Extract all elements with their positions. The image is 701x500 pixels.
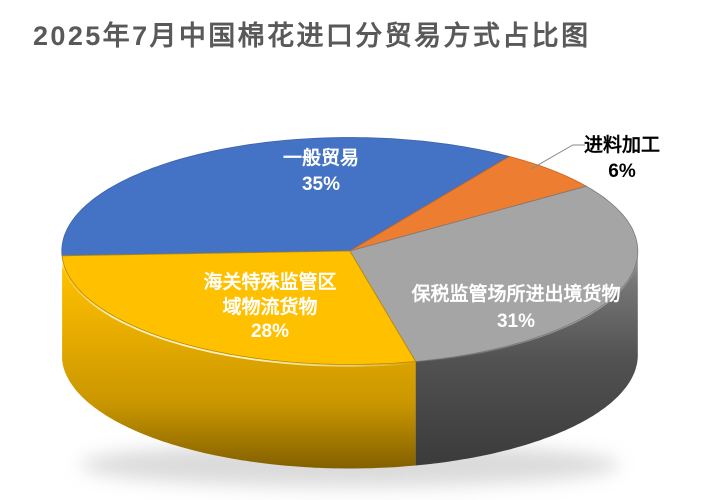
- svg-text:保税监管场所进出境货物: 保税监管场所进出境货物: [410, 282, 620, 305]
- svg-text:31%: 31%: [497, 311, 535, 332]
- svg-text:海关特殊监管区: 海关特殊监管区: [203, 270, 336, 293]
- svg-text:35%: 35%: [302, 174, 340, 195]
- svg-text:一般贸易: 一般贸易: [283, 146, 359, 169]
- svg-text:域物流货物: 域物流货物: [222, 295, 317, 318]
- svg-text:6%: 6%: [608, 161, 636, 182]
- svg-text:进料加工: 进料加工: [584, 133, 660, 156]
- svg-text:28%: 28%: [251, 321, 289, 342]
